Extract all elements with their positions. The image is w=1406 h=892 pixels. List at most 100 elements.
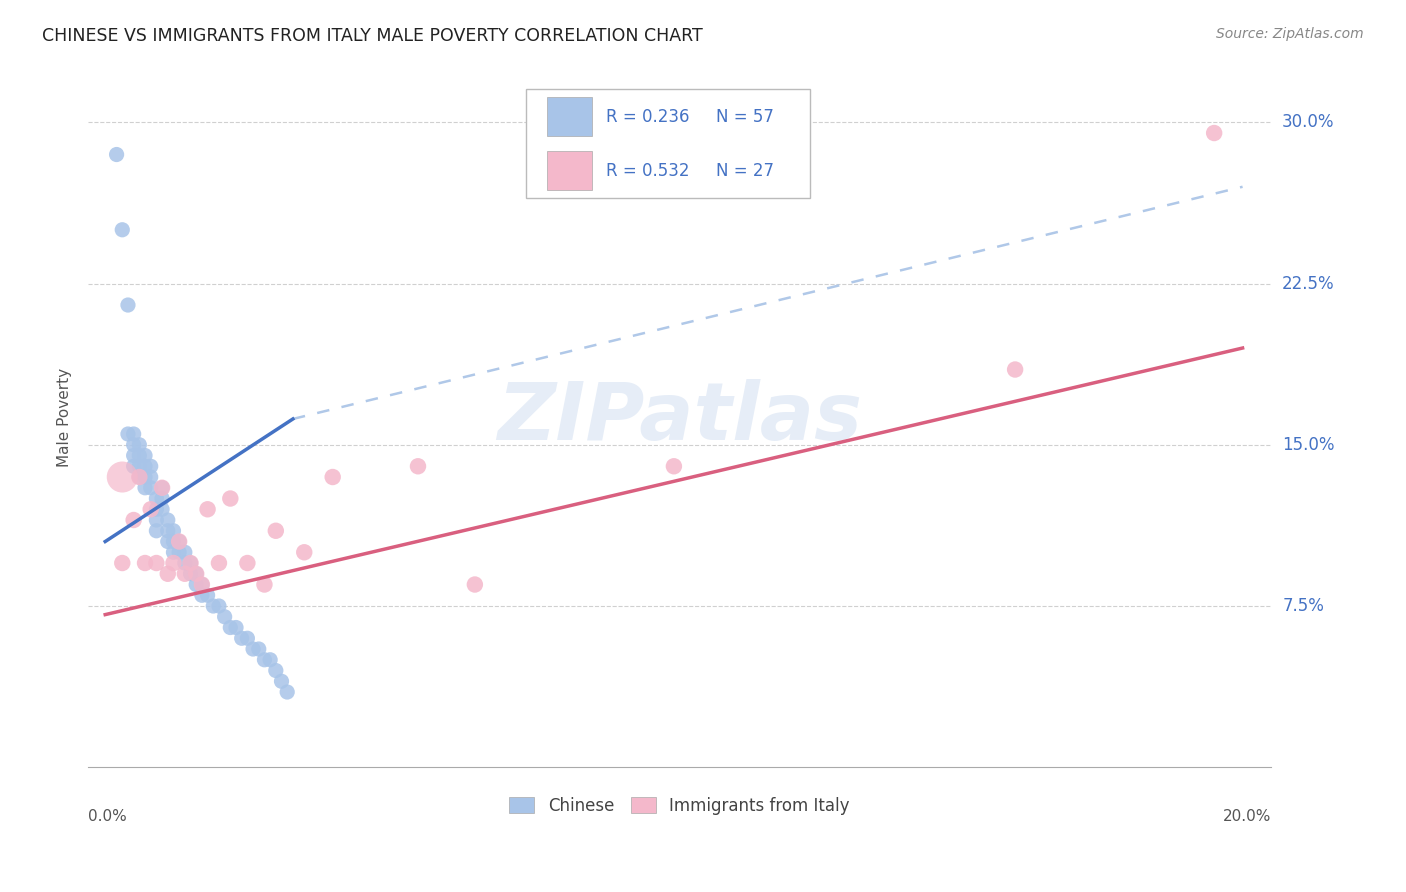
Point (162, 524, 184, 538)
Point (167, 545, 190, 559)
Point (122, 459, 145, 474)
Point (128, 459, 150, 474)
Legend: Chinese, Immigrants from Italy: Chinese, Immigrants from Italy (503, 790, 856, 822)
Point (162, 556, 184, 570)
Y-axis label: Male Poverty: Male Poverty (58, 368, 72, 467)
Point (122, 438, 145, 452)
Point (236, 632, 259, 646)
Point (150, 481, 173, 495)
Point (145, 502, 167, 516)
Point (219, 620, 242, 634)
Text: N = 57: N = 57 (716, 108, 775, 126)
Point (406, 459, 429, 474)
Point (264, 524, 287, 538)
Point (253, 653, 276, 667)
Point (128, 470, 150, 484)
Point (1204, 126, 1226, 140)
Point (134, 449, 156, 463)
Point (167, 534, 190, 549)
Text: 0.0%: 0.0% (89, 809, 127, 824)
Point (208, 556, 231, 570)
Point (191, 577, 214, 591)
Point (186, 566, 208, 581)
Point (122, 427, 145, 442)
Text: Source: ZipAtlas.com: Source: ZipAtlas.com (1216, 27, 1364, 41)
Text: 22.5%: 22.5% (1282, 275, 1334, 293)
Point (156, 566, 179, 581)
Point (139, 459, 162, 474)
Point (156, 513, 179, 527)
Text: R = 0.532: R = 0.532 (606, 161, 690, 179)
Bar (547, 97, 592, 136)
Point (173, 556, 195, 570)
Text: N = 27: N = 27 (716, 161, 775, 179)
Point (191, 588, 214, 602)
Text: 7.5%: 7.5% (1282, 597, 1324, 615)
Point (134, 459, 156, 474)
Point (225, 620, 247, 634)
Point (242, 642, 264, 657)
Point (180, 556, 202, 570)
Point (150, 502, 173, 516)
Point (253, 577, 276, 591)
Point (173, 566, 195, 581)
Point (105, 147, 128, 161)
Point (197, 502, 219, 516)
Point (139, 502, 162, 516)
Point (276, 685, 298, 699)
Point (156, 534, 179, 549)
Point (134, 470, 156, 484)
FancyBboxPatch shape (526, 89, 810, 198)
Point (111, 556, 134, 570)
Point (180, 566, 202, 581)
Point (197, 588, 219, 602)
Point (180, 556, 202, 570)
Text: R = 0.236: R = 0.236 (606, 108, 690, 126)
Point (128, 449, 150, 463)
Point (128, 438, 150, 452)
Point (219, 491, 242, 506)
Point (145, 513, 167, 527)
Point (117, 298, 139, 312)
Point (117, 427, 139, 442)
Point (173, 545, 195, 559)
Point (292, 545, 315, 559)
Point (162, 534, 184, 549)
Point (208, 599, 231, 613)
Point (186, 566, 208, 581)
Point (264, 664, 287, 678)
Point (231, 632, 253, 646)
Point (122, 513, 145, 527)
Point (162, 545, 184, 559)
Text: 15.0%: 15.0% (1282, 436, 1334, 454)
Point (167, 534, 190, 549)
Point (1004, 362, 1026, 376)
Point (156, 524, 179, 538)
Text: ZIPatlas: ZIPatlas (498, 379, 862, 457)
Point (145, 556, 167, 570)
Point (214, 609, 236, 624)
Bar (547, 152, 592, 190)
Text: 20.0%: 20.0% (1223, 809, 1271, 824)
Point (145, 491, 167, 506)
Point (662, 459, 685, 474)
Text: 30.0%: 30.0% (1282, 113, 1334, 131)
Point (111, 223, 134, 237)
Point (122, 449, 145, 463)
Point (150, 491, 173, 506)
Point (111, 470, 134, 484)
Point (191, 577, 214, 591)
Point (259, 653, 281, 667)
Point (464, 577, 486, 591)
Point (202, 599, 225, 613)
Point (128, 470, 150, 484)
Point (150, 481, 173, 495)
Point (186, 577, 208, 591)
Point (134, 481, 156, 495)
Point (322, 470, 344, 484)
Point (145, 524, 167, 538)
Point (139, 481, 162, 495)
Point (270, 674, 292, 689)
Point (247, 642, 270, 657)
Point (236, 556, 259, 570)
